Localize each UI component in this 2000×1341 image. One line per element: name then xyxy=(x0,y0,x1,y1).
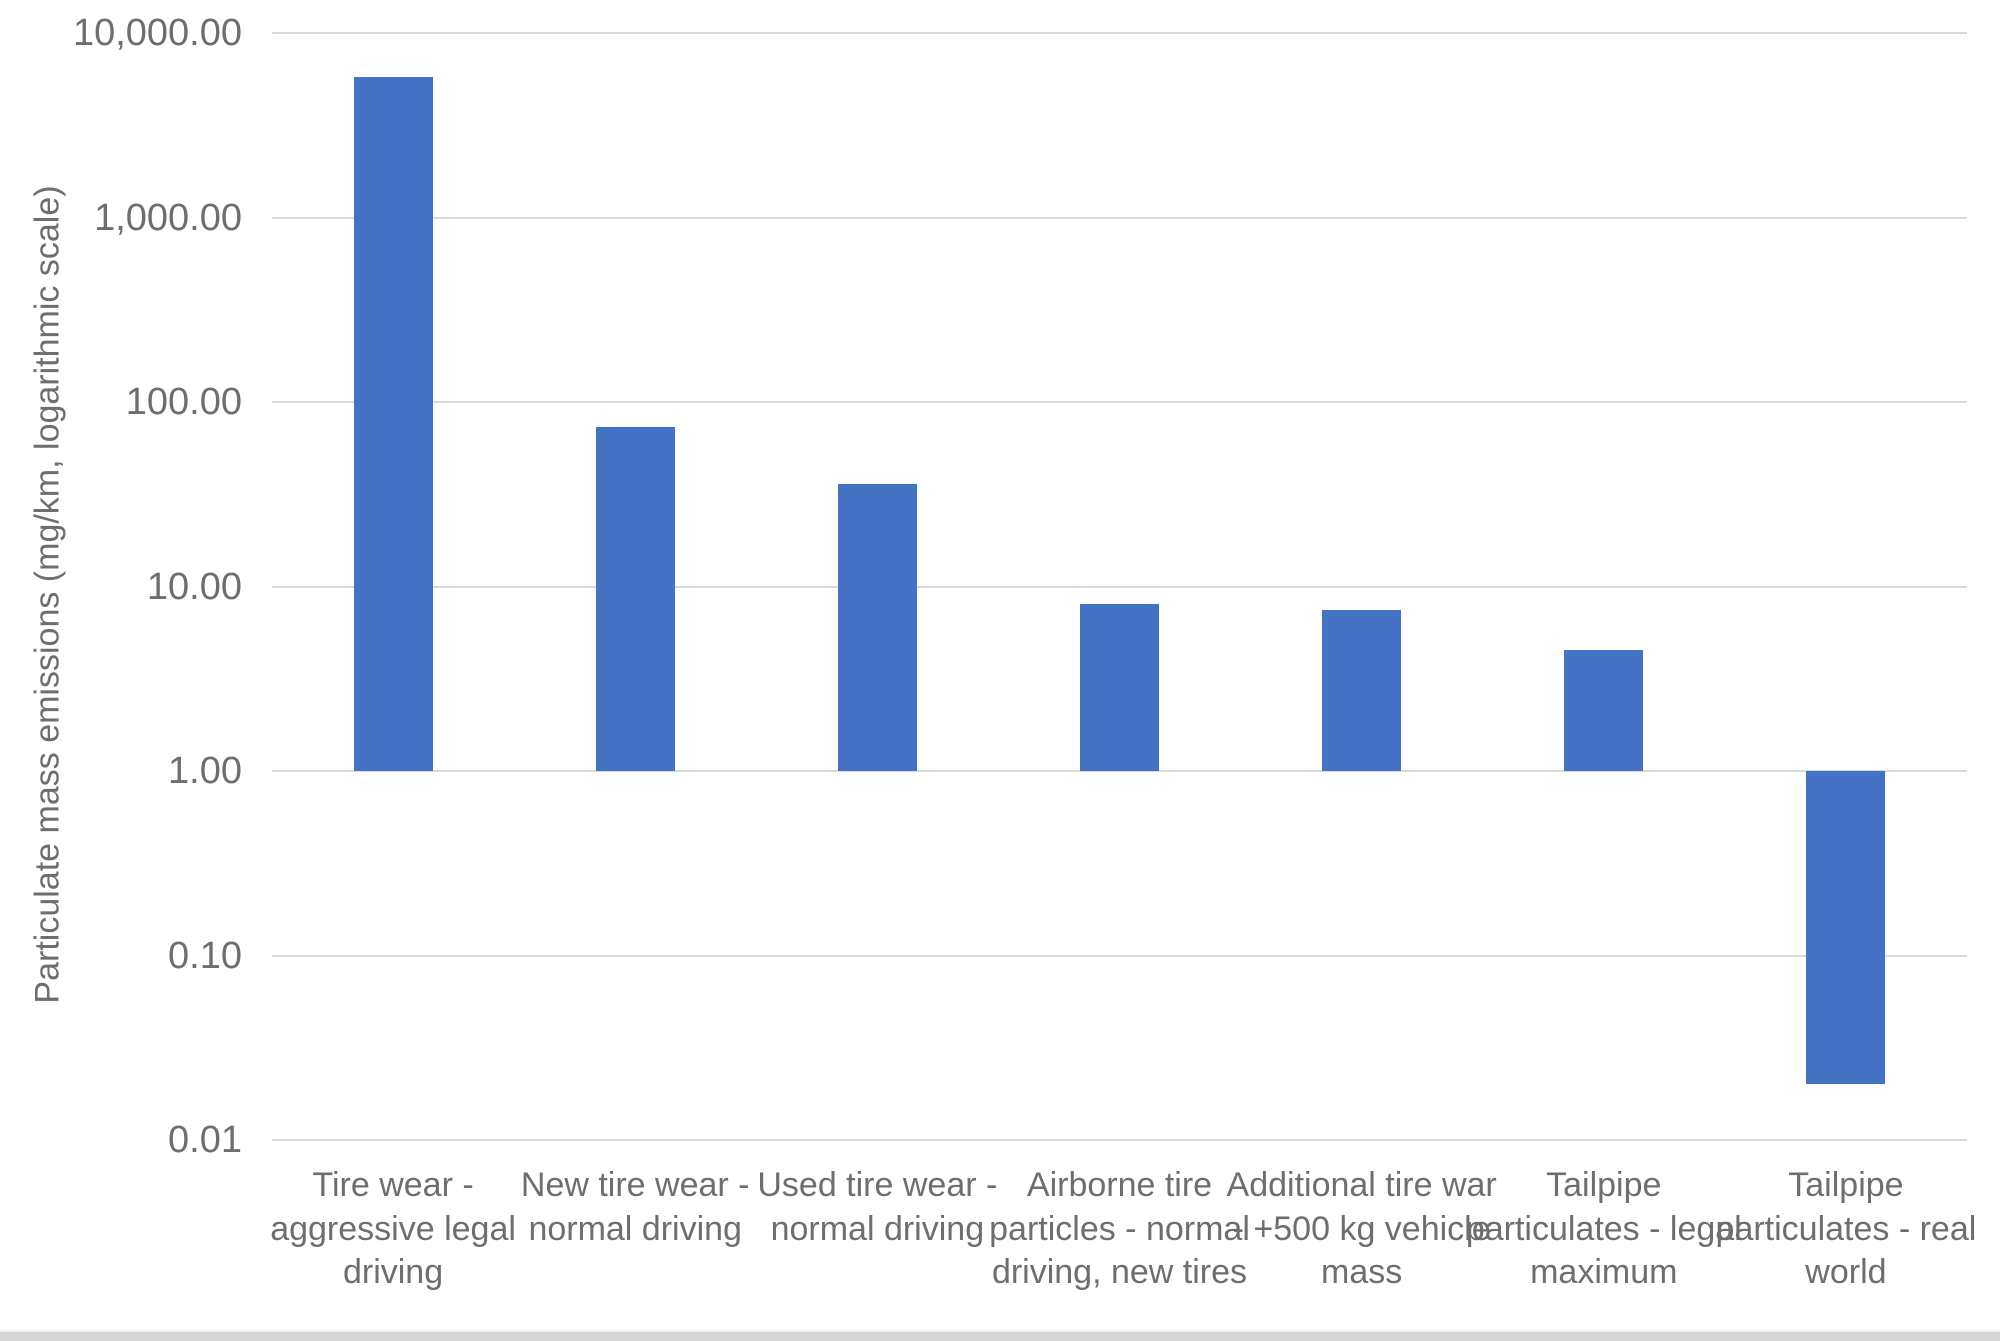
gridline xyxy=(272,585,1967,588)
y-axis-tick-label: 1.00 xyxy=(168,750,242,792)
x-category-label: Tire wear - aggressive legal driving xyxy=(270,1166,516,1292)
bar-6 xyxy=(1564,650,1644,771)
bar-5 xyxy=(1322,609,1402,771)
gridline xyxy=(272,1139,1967,1141)
x-category-label: Used tire wear - normal driving xyxy=(757,1166,998,1248)
x-category-label: New tire wear - normal driving xyxy=(520,1166,750,1248)
x-category-label: Airborne tire particles - normal driving… xyxy=(989,1166,1250,1292)
bar-2 xyxy=(595,427,675,771)
x-category-label: Tailpipe particulates - legal maximum xyxy=(1465,1166,1742,1292)
gridline xyxy=(272,770,1967,772)
bar-1 xyxy=(353,76,433,771)
y-axis-tick-label: 0.01 xyxy=(168,1119,242,1161)
bar-4 xyxy=(1080,604,1159,771)
x-category-label: Tailpipe particulates - real world xyxy=(1715,1166,1977,1292)
gridline xyxy=(272,401,1967,403)
y-axis-tick-label: 1,000.00 xyxy=(94,196,242,239)
gridline xyxy=(272,954,1967,957)
gridline xyxy=(272,216,1967,219)
y-axis-tick-label: 0.10 xyxy=(168,934,242,977)
bar-3 xyxy=(837,483,917,771)
bottom-edge-strip xyxy=(0,1330,2000,1341)
y-axis-tick-label: 10.00 xyxy=(146,565,242,608)
gridline xyxy=(272,32,1967,34)
y-axis-tick-label: 100.00 xyxy=(125,381,242,423)
x-category-label: Additional tire war - +500 kg vehicle ma… xyxy=(1226,1166,1497,1292)
y-axis-tick-label: 10,000.00 xyxy=(72,12,242,54)
bar-7 xyxy=(1806,771,1886,1085)
